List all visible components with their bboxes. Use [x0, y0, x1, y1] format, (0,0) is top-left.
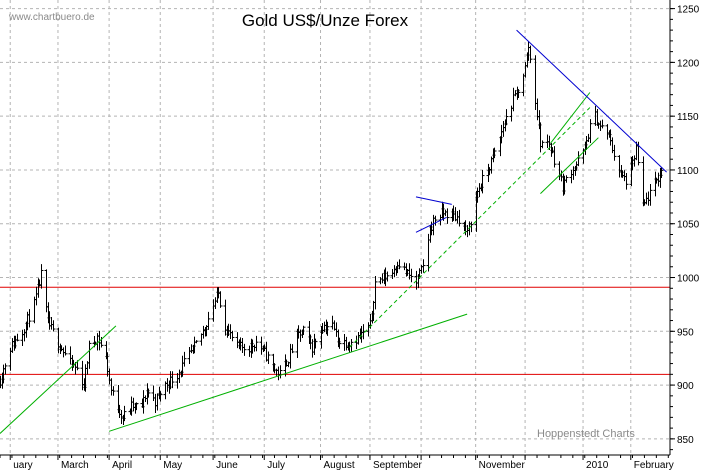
ohlc-bar [504, 109, 509, 126]
ohlc-bar [373, 275, 378, 310]
ohlc-bar [15, 333, 20, 342]
y-tick-label: 950 [677, 327, 694, 338]
y-tick-label: 850 [677, 435, 694, 446]
y-tick-label: 1150 [677, 112, 699, 123]
ohlc-bar [301, 325, 306, 336]
chart-title: Gold US$/Unze Forex [242, 11, 409, 30]
x-tick-label: May [163, 460, 182, 470]
ohlc-bar [516, 89, 521, 99]
ohlc-bar [3, 363, 8, 375]
ohlc-bar [27, 309, 32, 328]
y-tick-label: 900 [677, 381, 694, 392]
ohlc-bar [552, 146, 557, 168]
ohlc-bar [600, 119, 605, 129]
ohlc-bar [433, 215, 438, 226]
ohlc-bar [325, 321, 330, 336]
y-tick-label: 1100 [677, 166, 699, 177]
uptrend-trendline [0, 325, 117, 434]
ohlc-bar [242, 343, 247, 356]
chart-credit: Hoppenstedt Charts [537, 428, 635, 440]
x-tick-label: July [267, 460, 285, 470]
ohlc-bar [122, 405, 127, 422]
uptrend-trendline [349, 107, 591, 348]
ohlc-bar [134, 402, 139, 411]
uptrend-trendline [550, 92, 591, 144]
ohlc-bar [111, 386, 116, 396]
y-tick-label: 1200 [677, 58, 700, 69]
ohlc-bar [624, 172, 629, 190]
ohlc-bar [540, 140, 545, 149]
ohlc-bar [492, 147, 497, 159]
x-tick-label: 2010 [586, 460, 609, 470]
ohlc-bar [445, 208, 450, 224]
ohlc-bar [421, 259, 426, 273]
ohlc-bar [170, 371, 175, 389]
ohlc-bar [409, 268, 414, 283]
ohlc-bar [457, 209, 462, 227]
ohlc-bar [63, 345, 68, 356]
y-tick-label: 1050 [677, 220, 700, 231]
ohlc-bar [230, 330, 235, 342]
ohlc-bar [39, 264, 44, 289]
x-tick-label: February [634, 460, 674, 470]
ohlc-bar [266, 351, 271, 365]
ohlc-bar [659, 167, 664, 179]
ohlc-bar [469, 221, 474, 233]
ohlc-bar [182, 351, 187, 367]
x-tick-label: September [373, 460, 423, 470]
ohlc-bar [480, 169, 485, 194]
ohlc-bar [51, 320, 56, 332]
ohlc-bar [385, 271, 390, 282]
axes [0, 0, 671, 456]
downtrend-trendline [415, 216, 447, 233]
ohlc-bar [576, 151, 581, 167]
source-label: www.chartbuero.de [8, 12, 95, 23]
ohlc-bar [146, 388, 151, 398]
y-tick-label: 1000 [677, 274, 700, 285]
downtrend-trendline [516, 29, 667, 173]
downtrend-trendline [415, 196, 452, 205]
ohlc-bar [87, 340, 92, 369]
x-tick-label: March [61, 460, 89, 470]
ohlc-bar [290, 344, 295, 354]
uptrend-trendline [540, 137, 599, 194]
x-axis-ticks: uary March April May June July August September… [0, 455, 674, 470]
x-tick-label: August [324, 460, 355, 470]
x-tick-label: November [479, 460, 526, 470]
ohlc-bar [313, 338, 318, 349]
ohlc-bar [206, 311, 211, 330]
y-axis-ticks: 850 900 950 1000 1050 1100 1150 1200 1250 [670, 5, 700, 451]
ohlc-bar [254, 335, 259, 352]
x-tick-label: April [112, 460, 132, 470]
y-tick-label: 1250 [677, 5, 700, 16]
ohlc-bar [612, 144, 617, 161]
grid [0, 0, 670, 455]
uptrend-trendline [108, 313, 468, 432]
ohlc-bar [564, 175, 569, 183]
x-tick-label: June [216, 460, 238, 470]
ohlc-bar [397, 259, 402, 270]
ohlc-bar [648, 184, 653, 206]
ohlc-bar [528, 45, 533, 64]
ohlc-bar [218, 291, 223, 308]
support-resistance-levels [0, 286, 670, 375]
ohlc-bar [194, 340, 199, 344]
ohlc-bar [588, 119, 593, 143]
x-tick-label: uary [13, 460, 32, 470]
ohlc-bar [337, 337, 342, 349]
ohlc-bar [158, 391, 163, 402]
trendlines [0, 29, 667, 434]
